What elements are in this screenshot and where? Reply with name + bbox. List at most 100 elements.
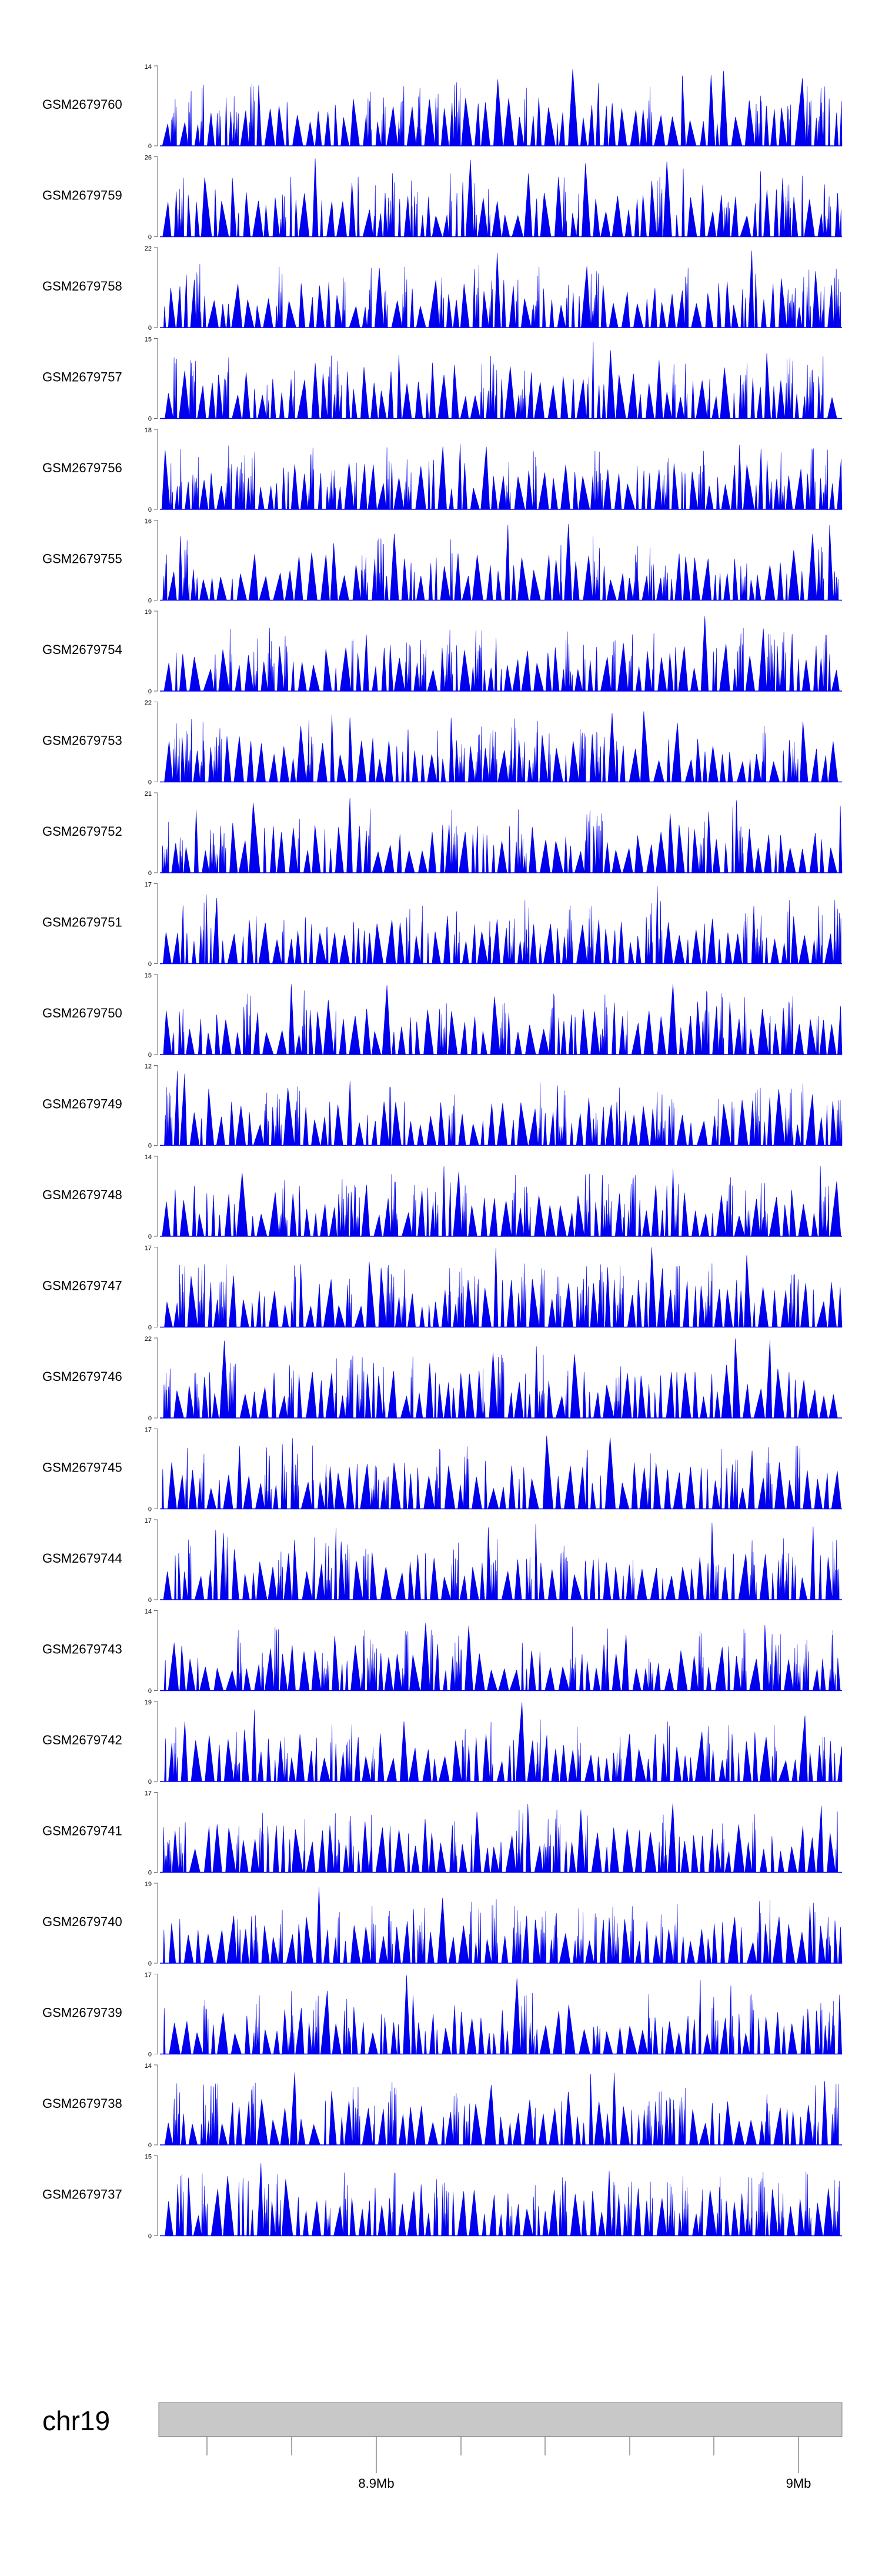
track-gsm2679743: GSM2679743 14 0 xyxy=(42,1609,842,1695)
track-ymax-label: 15 xyxy=(145,2154,152,2161)
track-gsm2679749: GSM2679749 12 0 xyxy=(42,1063,843,1150)
coverage-area xyxy=(160,2163,842,2236)
coverage-area xyxy=(160,1338,842,1419)
track-ymin-label: 0 xyxy=(148,961,152,968)
track-gsm2679740: GSM2679740 19 0 xyxy=(42,1881,843,1967)
track-gsm2679759: GSM2679759 26 0 xyxy=(42,155,842,241)
track-ymax-label: 14 xyxy=(145,2063,152,2070)
track-ymin-label: 0 xyxy=(148,416,152,423)
tick-label-9mb: 9Mb xyxy=(786,2476,811,2491)
track-ymax-label: 17 xyxy=(145,882,152,889)
track-label: GSM2679750 xyxy=(42,1006,122,1020)
track-gsm2679745: GSM2679745 17 0 xyxy=(42,1427,842,1513)
track-ymax-label: 22 xyxy=(145,245,152,252)
coverage-area xyxy=(160,984,843,1055)
coverage-area xyxy=(160,69,843,146)
track-gsm2679760: GSM2679760 14 0 xyxy=(42,64,843,150)
track-ymin-label: 0 xyxy=(148,1778,152,1786)
track-ymax-label: 17 xyxy=(145,1245,152,1252)
coverage-area xyxy=(160,886,842,964)
track-label: GSM2679760 xyxy=(42,97,122,112)
track-ymin-label: 0 xyxy=(148,1052,152,1059)
track-ymin-label: 0 xyxy=(148,688,152,695)
track-label: GSM2679743 xyxy=(42,1642,122,1657)
track-label: GSM2679759 xyxy=(42,188,122,203)
track-ymin-label: 0 xyxy=(148,1960,152,1967)
track-label: GSM2679746 xyxy=(42,1369,122,1384)
coverage-area xyxy=(160,251,842,328)
track-ymax-label: 17 xyxy=(145,1517,152,1524)
track-ymax-label: 17 xyxy=(145,1427,152,1434)
track-ymin-label: 0 xyxy=(148,1597,152,1604)
track-ymin-label: 0 xyxy=(148,1233,152,1240)
coverage-area xyxy=(160,616,842,692)
coverage-area xyxy=(160,1803,842,1873)
track-gsm2679753: GSM2679753 22 0 xyxy=(42,700,842,786)
track-ymax-label: 18 xyxy=(145,427,152,434)
track-ymax-label: 14 xyxy=(145,64,152,71)
track-ymax-label: 21 xyxy=(145,790,152,798)
track-label: GSM2679755 xyxy=(42,552,122,566)
track-label: GSM2679740 xyxy=(42,1914,122,1929)
track-gsm2679748: GSM2679748 14 0 xyxy=(42,1154,842,1240)
track-ymax-label: 15 xyxy=(145,972,152,979)
track-label: GSM2679742 xyxy=(42,1733,122,1747)
track-ymin-label: 0 xyxy=(148,779,152,786)
track-gsm2679757: GSM2679757 15 0 xyxy=(42,336,842,423)
track-gsm2679758: GSM2679758 22 0 xyxy=(42,245,842,332)
track-gsm2679754: GSM2679754 19 0 xyxy=(42,609,842,695)
track-gsm2679742: GSM2679742 19 0 xyxy=(42,1699,843,1786)
track-gsm2679739: GSM2679739 17 0 xyxy=(42,1972,842,2058)
track-label: GSM2679749 xyxy=(42,1097,122,1112)
track-ymax-label: 15 xyxy=(145,336,152,343)
coverage-area xyxy=(160,798,843,873)
track-gsm2679738: GSM2679738 14 0 xyxy=(42,2063,842,2149)
track-ymin-label: 0 xyxy=(148,506,152,513)
track-ymin-label: 0 xyxy=(148,1506,152,1513)
track-ymin-label: 0 xyxy=(148,143,152,150)
chromosome-bar xyxy=(158,2402,843,2437)
track-gsm2679755: GSM2679755 16 0 xyxy=(42,518,842,605)
chromosome-label: chr19 xyxy=(42,2405,110,2436)
track-ymax-label: 17 xyxy=(145,1790,152,1797)
track-label: GSM2679748 xyxy=(42,1187,122,1202)
track-label: GSM2679741 xyxy=(42,1824,122,1838)
track-label: GSM2679737 xyxy=(42,2187,122,2202)
track-label: GSM2679744 xyxy=(42,1551,122,1566)
track-ymax-label: 19 xyxy=(145,1699,152,1706)
track-ymin-label: 0 xyxy=(148,2142,152,2149)
track-ymin-label: 0 xyxy=(148,1415,152,1422)
track-label: GSM2679751 xyxy=(42,915,122,930)
track-ymax-label: 26 xyxy=(145,155,152,162)
track-ymin-label: 0 xyxy=(148,598,152,605)
coverage-area xyxy=(160,1435,842,1509)
coverage-area xyxy=(160,523,842,600)
track-ymin-label: 0 xyxy=(148,2233,152,2240)
track-ymax-label: 14 xyxy=(145,1154,152,1161)
track-ymax-label: 14 xyxy=(145,1609,152,1616)
coverage-area xyxy=(160,1623,842,1691)
coverage-area xyxy=(160,1166,842,1237)
track-ymin-label: 0 xyxy=(148,2051,152,2058)
track-gsm2679752: GSM2679752 21 0 xyxy=(42,790,843,877)
coverage-area xyxy=(160,1247,843,1327)
track-ymax-label: 16 xyxy=(145,518,152,525)
coverage-area xyxy=(160,158,842,237)
track-gsm2679750: GSM2679750 15 0 xyxy=(42,972,843,1059)
track-label: GSM2679745 xyxy=(42,1460,122,1475)
coverage-area xyxy=(160,2072,842,2145)
track-ymax-label: 19 xyxy=(145,609,152,616)
track-label: GSM2679738 xyxy=(42,2096,122,2111)
track-gsm2679744: GSM2679744 17 0 xyxy=(42,1517,842,1604)
track-gsm2679756: GSM2679756 18 0 xyxy=(42,427,843,513)
track-ymax-label: 17 xyxy=(145,1972,152,1979)
tick-label-8-9mb: 8.9Mb xyxy=(358,2476,394,2491)
track-gsm2679746: GSM2679746 22 0 xyxy=(42,1336,842,1422)
track-label: GSM2679739 xyxy=(42,2006,122,2020)
coverage-area xyxy=(160,444,843,510)
track-gsm2679747: GSM2679747 17 0 xyxy=(42,1245,843,1332)
track-ymin-label: 0 xyxy=(148,870,152,877)
coverage-area xyxy=(160,1975,842,2054)
